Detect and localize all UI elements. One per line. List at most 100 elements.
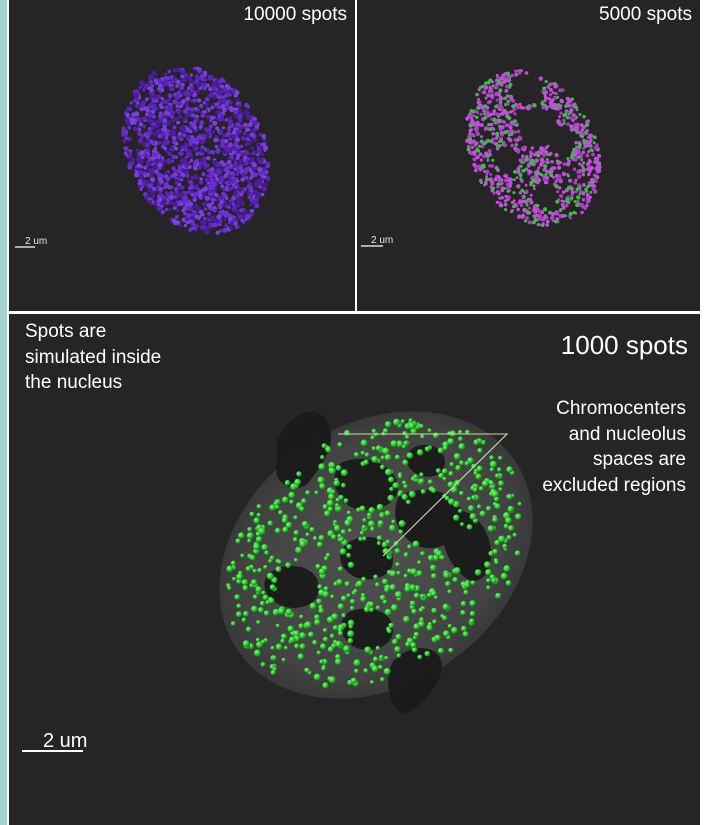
spot — [569, 103, 574, 108]
spot — [255, 536, 263, 543]
spot — [568, 179, 572, 183]
spot — [387, 628, 392, 634]
spot — [550, 216, 554, 220]
spot — [227, 170, 233, 175]
spot — [486, 158, 490, 162]
spot — [171, 154, 177, 160]
spot — [150, 84, 155, 88]
spot — [185, 217, 190, 222]
spot — [347, 637, 354, 644]
spot — [253, 517, 260, 524]
spot — [513, 146, 518, 151]
spot — [520, 69, 524, 72]
spot — [587, 150, 590, 154]
spot — [359, 530, 364, 535]
spot — [180, 71, 184, 75]
spot — [167, 151, 172, 156]
spot — [127, 125, 132, 130]
spot — [587, 119, 590, 123]
spot — [488, 85, 492, 89]
spot — [189, 73, 193, 77]
spot — [484, 96, 488, 100]
spot — [486, 578, 491, 583]
spot — [212, 81, 218, 87]
spot — [252, 594, 258, 600]
spot — [500, 572, 508, 580]
spot — [210, 149, 216, 155]
spot — [340, 595, 347, 602]
spot — [304, 667, 310, 673]
spot — [160, 196, 166, 202]
spot — [244, 150, 250, 156]
spot — [189, 124, 193, 128]
spot — [503, 565, 511, 572]
spot — [501, 80, 505, 85]
spot — [498, 487, 503, 492]
spot — [268, 597, 275, 604]
spot — [566, 122, 570, 126]
spot — [350, 677, 357, 684]
spot — [412, 474, 419, 480]
spot — [202, 70, 208, 76]
spot — [513, 112, 517, 116]
spot — [499, 76, 504, 81]
spot — [309, 527, 315, 533]
spot — [161, 126, 168, 132]
spot — [497, 467, 502, 472]
spot — [188, 201, 194, 207]
spot — [251, 579, 258, 586]
spot — [211, 181, 217, 187]
spot — [301, 498, 307, 504]
spot — [202, 86, 207, 91]
spot — [249, 212, 254, 217]
spot — [532, 220, 536, 225]
spot — [448, 498, 455, 505]
spot — [185, 127, 191, 133]
spot — [569, 107, 574, 113]
spot — [242, 216, 246, 220]
spot — [554, 152, 559, 158]
spot — [172, 202, 177, 207]
spot — [166, 76, 171, 81]
spot — [572, 167, 577, 171]
scale-bar-label: 2 um — [43, 730, 88, 752]
spot — [570, 97, 574, 101]
spot — [164, 171, 169, 176]
spot — [247, 538, 252, 543]
spot — [364, 646, 372, 654]
spot — [201, 225, 206, 231]
panel-1000-spots: 1000 spots 2 um Spots are simulated insi… — [9, 314, 700, 825]
spot — [524, 157, 529, 162]
spot — [592, 135, 597, 140]
spot — [585, 121, 588, 125]
spot — [137, 103, 142, 108]
spot — [215, 78, 220, 83]
spot — [434, 634, 441, 641]
spot — [384, 608, 392, 616]
spot — [442, 476, 447, 481]
spot — [514, 143, 518, 147]
spot — [575, 145, 579, 149]
spot — [489, 185, 493, 189]
spot — [231, 176, 235, 180]
spot — [536, 153, 541, 158]
spot — [189, 158, 194, 163]
spot — [201, 136, 205, 141]
spot — [164, 132, 169, 137]
spot — [154, 122, 160, 128]
spot — [188, 142, 193, 147]
spot — [387, 494, 395, 502]
spot — [542, 153, 547, 158]
spot — [175, 220, 181, 225]
spot — [439, 555, 445, 560]
spot — [480, 139, 484, 143]
spot — [586, 184, 590, 189]
spot — [204, 228, 210, 234]
spot — [416, 449, 424, 456]
spot — [469, 610, 476, 617]
spot — [170, 159, 175, 164]
spot — [299, 632, 306, 639]
spot — [193, 223, 199, 229]
spot — [145, 108, 150, 113]
spot — [480, 85, 484, 89]
